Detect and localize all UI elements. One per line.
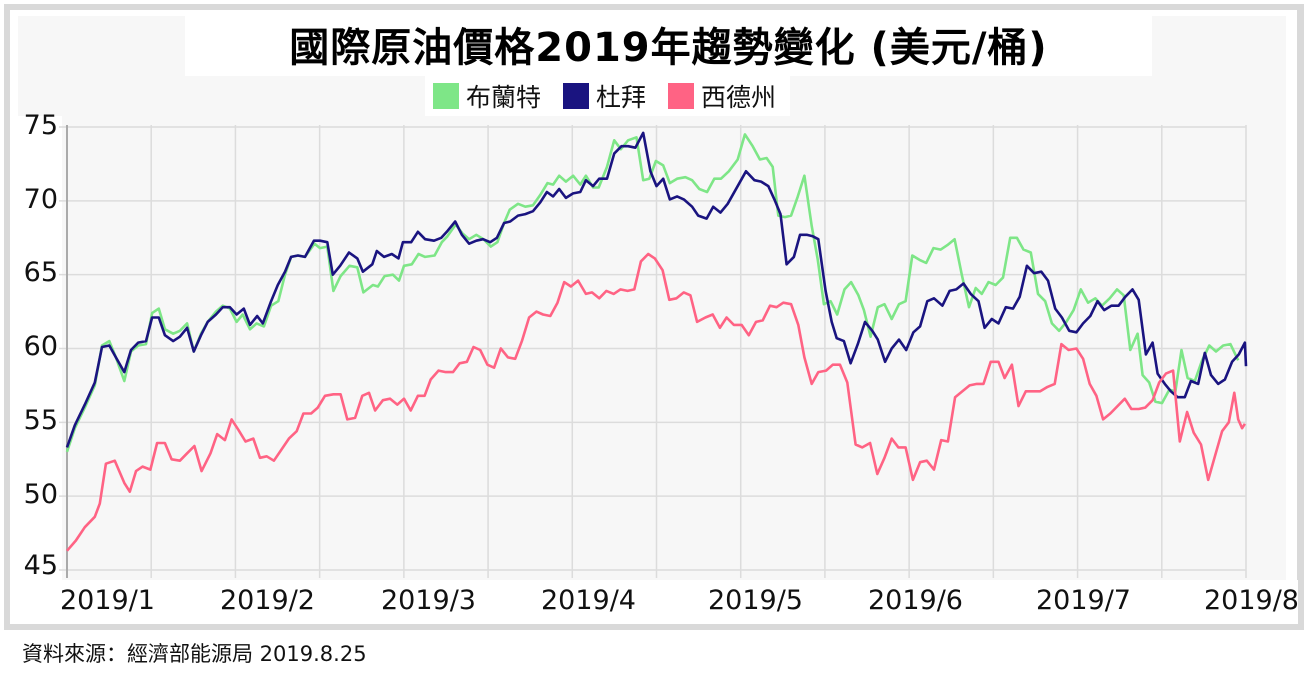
series-line-1	[65, 131, 1248, 448]
series-line-0	[65, 133, 1240, 453]
y-tick-label: 65	[23, 257, 58, 288]
x-tick-label: 2019/7	[1036, 585, 1131, 616]
series-lines	[65, 131, 1248, 552]
legend-item-brent[interactable]: 布蘭特	[425, 76, 556, 116]
legend: 布蘭特 杜拜 西德州	[425, 76, 791, 116]
x-axis-area	[10, 580, 1298, 624]
legend-item-wti[interactable]: 西德州	[660, 76, 791, 116]
gridlines	[59, 125, 1247, 578]
series-line-2	[66, 252, 1246, 552]
x-tick-label: 2019/2	[220, 585, 315, 616]
title-box: 國際原油價格2019年趨勢變化 (美元/桶)	[185, 12, 1152, 76]
x-tick-label: 2019/3	[381, 585, 476, 616]
y-tick-label: 70	[23, 184, 58, 215]
y-axis-area	[10, 116, 62, 582]
legend-label: 布蘭特	[466, 83, 542, 112]
x-tick-label: 2019/1	[60, 585, 155, 616]
legend-label: 西德州	[701, 83, 777, 112]
legend-swatch-dubai-icon	[563, 83, 590, 109]
y-tick-label: 60	[23, 331, 58, 362]
x-tick-label: 2019/8	[1204, 585, 1299, 616]
y-tick-label: 55	[23, 405, 58, 436]
x-tick-label: 2019/4	[541, 585, 636, 616]
source-note: 資料來源：經濟部能源局 2019.8.25	[22, 642, 367, 666]
x-tick-label: 2019/6	[868, 585, 963, 616]
y-tick-label: 45	[23, 550, 58, 581]
x-tick-label: 2019/5	[708, 585, 803, 616]
legend-item-dubai[interactable]: 杜拜	[555, 76, 661, 116]
chart-title: 國際原油價格2019年趨勢變化 (美元/桶)	[289, 25, 1048, 71]
y-tick-label: 50	[23, 479, 58, 510]
y-tick-label: 75	[23, 110, 58, 141]
legend-label: 杜拜	[596, 83, 647, 112]
legend-swatch-brent-icon	[433, 83, 459, 109]
legend-swatch-wti-icon	[668, 83, 695, 109]
